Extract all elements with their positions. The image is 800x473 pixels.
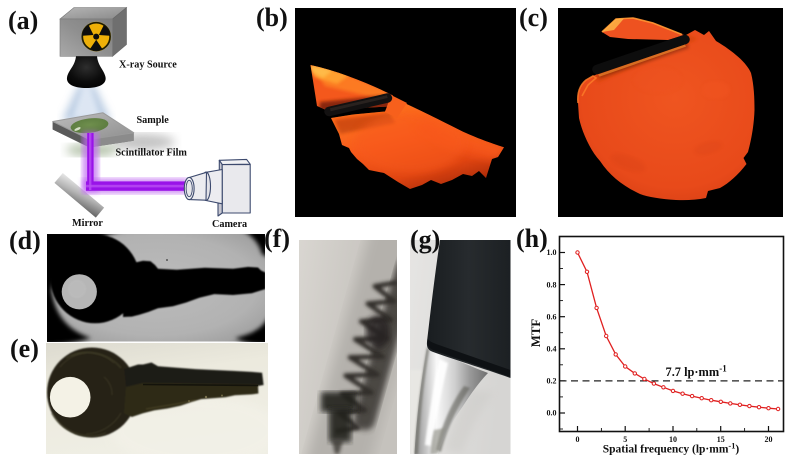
svg-text:0.0: 0.0 [547, 409, 557, 418]
svg-text:0.8: 0.8 [547, 280, 557, 289]
svg-text:0.2: 0.2 [547, 377, 557, 386]
svg-text:Spatial frequency (lp·mm-1): Spatial frequency (lp·mm-1) [603, 441, 740, 455]
svg-text:0.6: 0.6 [547, 312, 557, 321]
svg-text:Mirror: Mirror [72, 218, 103, 229]
svg-text:1.0: 1.0 [547, 248, 557, 257]
svg-text:Sample: Sample [137, 115, 170, 126]
svg-text:Camera: Camera [212, 219, 247, 230]
svg-text:MTF: MTF [529, 319, 543, 348]
svg-text:X-ray Source: X-ray Source [119, 60, 177, 71]
svg-text:0.4: 0.4 [547, 345, 557, 354]
svg-text:7.7 lp·mm-1: 7.7 lp·mm-1 [666, 363, 728, 379]
svg-text:5: 5 [623, 435, 627, 444]
svg-text:20: 20 [765, 435, 773, 444]
svg-text:0: 0 [576, 435, 580, 444]
svg-text:Scintillator Film: Scintillator Film [116, 148, 188, 159]
svg-text:15: 15 [717, 435, 725, 444]
svg-text:10: 10 [669, 435, 677, 444]
